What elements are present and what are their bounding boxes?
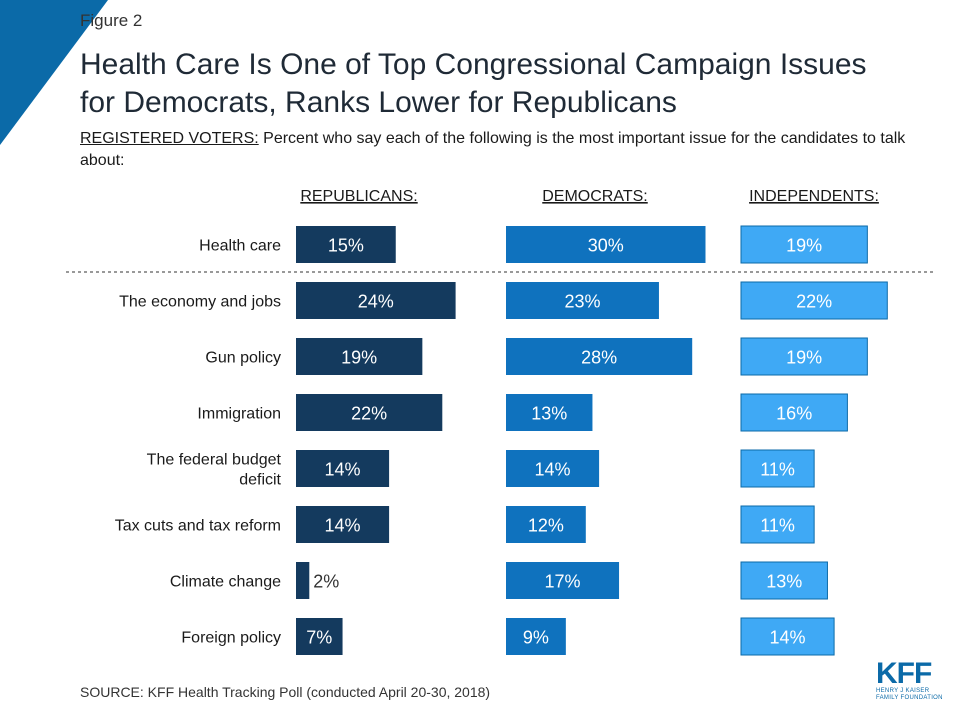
bar-1-5 bbox=[506, 506, 586, 543]
corner-accent bbox=[0, 0, 108, 145]
title-line-1: Health Care Is One of Top Congressional … bbox=[80, 48, 867, 81]
value-label-1-1: 23% bbox=[564, 292, 600, 312]
figure-label: Figure 2 bbox=[80, 11, 143, 30]
logo-wordmark: KFF bbox=[876, 657, 932, 690]
category-label-4-line-1: deficit bbox=[239, 472, 281, 489]
value-label-1-6: 17% bbox=[545, 572, 581, 592]
bar-0-2 bbox=[296, 338, 423, 375]
bar-2-7 bbox=[740, 617, 835, 656]
value-label-1-4: 14% bbox=[535, 460, 571, 480]
bar-2-4 bbox=[740, 449, 815, 488]
value-label-0-1: 24% bbox=[358, 292, 394, 312]
bar-0-6 bbox=[296, 562, 310, 599]
value-label-1-5: 12% bbox=[528, 516, 564, 536]
value-label-0-3: 22% bbox=[351, 404, 387, 424]
category-label-0: Health care bbox=[199, 238, 281, 255]
series-header-1: DEMOCRATS: bbox=[542, 188, 647, 205]
value-label-0-4: 14% bbox=[325, 460, 361, 480]
bar-0-4 bbox=[296, 450, 390, 487]
value-label-2-2: 19% bbox=[786, 348, 822, 368]
value-label-2-1: 22% bbox=[796, 292, 832, 312]
bar-2-1 bbox=[740, 281, 888, 320]
value-label-2-3: 16% bbox=[776, 404, 812, 424]
bar-1-3 bbox=[506, 394, 593, 431]
value-label-0-5: 14% bbox=[325, 516, 361, 536]
title-line-2: for Democrats, Ranks Lower for Republica… bbox=[80, 86, 677, 119]
value-label-1-3: 13% bbox=[531, 404, 567, 424]
category-label-3: Immigration bbox=[197, 406, 281, 423]
subtitle-lead: REGISTERED VOTERS: bbox=[80, 130, 259, 147]
bar-2-5 bbox=[740, 505, 815, 544]
series-header-2: INDEPENDENTS: bbox=[749, 188, 879, 205]
value-label-0-0: 15% bbox=[328, 236, 364, 256]
bar-2-3 bbox=[740, 393, 848, 432]
series-header-0: REPUBLICANS: bbox=[300, 188, 417, 205]
chart-title: Health Care Is One of Top Congressional … bbox=[80, 46, 940, 122]
source-note: SOURCE: KFF Health Tracking Poll (conduc… bbox=[80, 684, 491, 700]
logo-line-2: FAMILY FOUNDATION bbox=[876, 695, 943, 701]
value-label-2-7: 14% bbox=[770, 628, 806, 648]
bar-0-3 bbox=[296, 394, 443, 431]
bar-2-6 bbox=[740, 561, 828, 600]
bar-1-7 bbox=[506, 618, 566, 655]
value-label-1-2: 28% bbox=[581, 348, 617, 368]
category-label-5: Tax cuts and tax reform bbox=[115, 518, 281, 535]
bar-0-0 bbox=[296, 226, 396, 263]
subtitle-rest: Percent who say each of the following is… bbox=[80, 130, 906, 169]
value-label-0-6: 2% bbox=[313, 572, 339, 592]
logo-line-1: HENRY J KAISER bbox=[876, 688, 930, 694]
kff-logo: KFF HENRY J KAISER FAMILY FOUNDATION bbox=[876, 657, 946, 702]
bar-0-7 bbox=[296, 618, 343, 655]
bar-0-1 bbox=[296, 282, 456, 319]
bar-2-2 bbox=[740, 337, 868, 376]
chart-subtitle: REGISTERED VOTERS: Percent who say each … bbox=[80, 128, 920, 172]
bar-0-5 bbox=[296, 506, 390, 543]
bar-1-6 bbox=[506, 562, 620, 599]
value-label-1-0: 30% bbox=[588, 236, 624, 256]
value-label-0-7: 7% bbox=[306, 628, 332, 648]
value-label-1-7: 9% bbox=[523, 628, 549, 648]
value-label-2-6: 13% bbox=[766, 572, 802, 592]
category-label-6: Climate change bbox=[170, 574, 281, 591]
bar-1-1 bbox=[506, 282, 659, 319]
bar-1-2 bbox=[506, 338, 693, 375]
value-label-2-5: 11% bbox=[760, 516, 795, 536]
corner-triangle bbox=[0, 0, 108, 145]
bar-1-4 bbox=[506, 450, 600, 487]
category-label-7: Foreign policy bbox=[181, 630, 281, 647]
category-label-1: The economy and jobs bbox=[119, 294, 281, 311]
category-label-4-line-0: The federal budget bbox=[147, 452, 282, 469]
bar-1-0 bbox=[506, 226, 706, 263]
value-label-2-4: 11% bbox=[760, 460, 795, 480]
value-label-0-2: 19% bbox=[341, 348, 377, 368]
category-label-2: Gun policy bbox=[205, 350, 281, 367]
value-label-2-0: 19% bbox=[786, 236, 822, 256]
bar-2-0 bbox=[740, 225, 868, 264]
